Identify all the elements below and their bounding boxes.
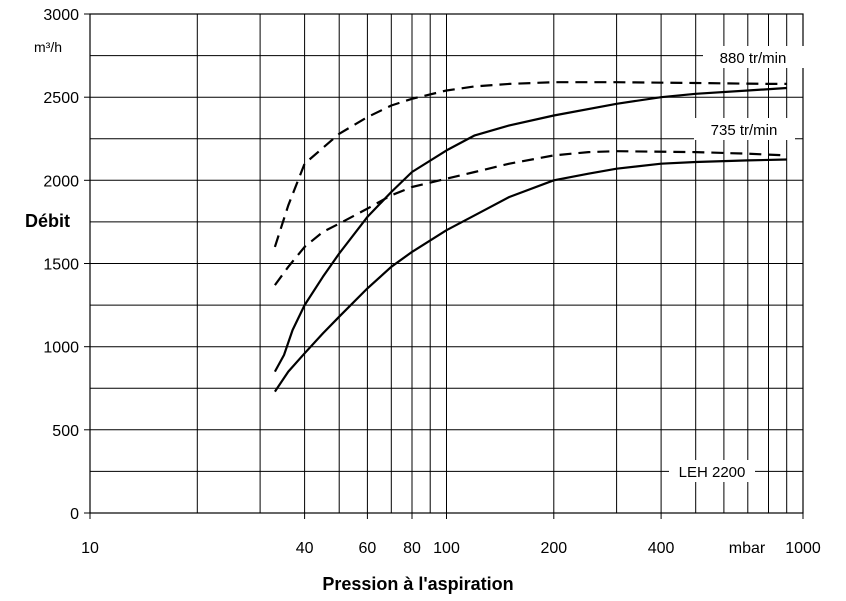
y-tick-label: 1500 xyxy=(43,257,79,274)
model-label: LEH 2200 xyxy=(679,464,746,481)
series-dashed-735 xyxy=(274,150,787,286)
y-tick-label: 2000 xyxy=(43,173,79,190)
grid-lines xyxy=(84,13,804,519)
tick-labels: 0 500 1000 1500 2000 2500 3000 10 40 60 80 100 200 40… xyxy=(43,7,820,557)
annotation-880-label: 880 tr/min xyxy=(720,50,787,67)
series-solid-880 xyxy=(273,86,787,373)
curves xyxy=(273,81,787,393)
annotation-735: 735 tr/min xyxy=(694,118,795,140)
y-tick-label: 1000 xyxy=(43,340,79,357)
x-tick-label: 60 xyxy=(359,540,377,557)
x-tick-label: 200 xyxy=(540,540,567,557)
x-tick-label: 80 xyxy=(403,540,421,557)
y-axis-title: Débit xyxy=(25,211,70,231)
x-tick-label: 1000 xyxy=(785,540,821,557)
x-axis-unit: mbar xyxy=(729,540,766,557)
y-tick-label: 0 xyxy=(70,506,79,523)
y-tick-label: 2500 xyxy=(43,90,79,107)
y-tick-label: 500 xyxy=(52,423,79,440)
series-solid-735 xyxy=(273,158,787,393)
x-tick-label: 10 xyxy=(81,540,99,557)
y-tick-label: 3000 xyxy=(43,7,79,24)
annotation-735-label: 735 tr/min xyxy=(711,122,778,139)
series-dashed-880 xyxy=(273,81,787,248)
model-label-box: LEH 2200 xyxy=(669,460,755,482)
x-tick-label: 100 xyxy=(433,540,460,557)
x-axis-title: Pression à l'aspiration xyxy=(322,574,513,594)
x-tick-label: 400 xyxy=(648,540,675,557)
x-tick-label: 40 xyxy=(296,540,314,557)
annotation-880: 880 tr/min xyxy=(703,46,804,68)
y-axis-unit: m³/h xyxy=(34,39,62,55)
plot-frame xyxy=(89,13,804,514)
